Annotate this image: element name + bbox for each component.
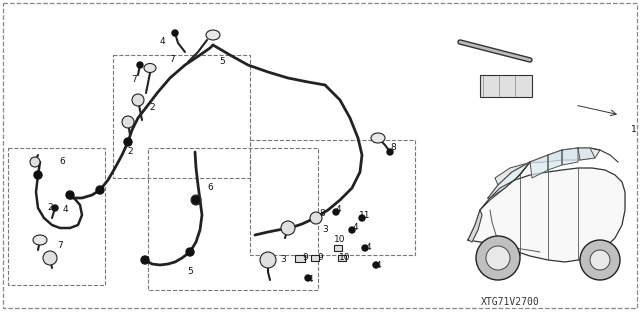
- Circle shape: [373, 262, 379, 268]
- Circle shape: [124, 138, 132, 146]
- Bar: [334, 245, 342, 251]
- Text: 11: 11: [359, 211, 371, 219]
- Circle shape: [486, 246, 510, 270]
- Circle shape: [590, 250, 610, 270]
- Text: 1: 1: [631, 125, 637, 135]
- Polygon shape: [488, 162, 530, 198]
- Text: 5: 5: [219, 57, 225, 66]
- Circle shape: [362, 245, 368, 251]
- Polygon shape: [530, 155, 548, 178]
- Ellipse shape: [144, 63, 156, 72]
- Text: 4: 4: [62, 205, 68, 214]
- Text: 4: 4: [335, 205, 341, 214]
- Circle shape: [281, 221, 295, 235]
- Circle shape: [359, 215, 365, 221]
- Ellipse shape: [206, 30, 220, 40]
- Polygon shape: [562, 148, 578, 165]
- Circle shape: [34, 171, 42, 179]
- Bar: [148, 148, 318, 290]
- Polygon shape: [468, 210, 482, 242]
- Bar: [338, 255, 346, 261]
- Text: 6: 6: [207, 183, 213, 192]
- Circle shape: [310, 212, 322, 224]
- Text: 3: 3: [322, 226, 328, 234]
- Circle shape: [122, 116, 134, 128]
- Circle shape: [333, 209, 339, 215]
- Circle shape: [132, 94, 144, 106]
- Polygon shape: [548, 150, 562, 170]
- Polygon shape: [468, 168, 625, 262]
- Bar: [250, 140, 415, 255]
- Circle shape: [66, 191, 74, 199]
- Polygon shape: [495, 148, 600, 185]
- Circle shape: [387, 149, 393, 155]
- Circle shape: [191, 195, 201, 205]
- Bar: [113, 55, 250, 178]
- Circle shape: [260, 252, 276, 268]
- Circle shape: [476, 236, 520, 280]
- Text: 5: 5: [187, 268, 193, 277]
- Text: 9: 9: [302, 254, 308, 263]
- Text: 8: 8: [319, 209, 325, 218]
- Bar: [8, 148, 105, 285]
- Circle shape: [186, 248, 194, 256]
- Text: 7: 7: [131, 76, 137, 85]
- Circle shape: [43, 251, 57, 265]
- Bar: [295, 255, 305, 262]
- Bar: [480, 75, 532, 97]
- Text: 2: 2: [149, 103, 155, 113]
- Circle shape: [349, 227, 355, 233]
- Polygon shape: [480, 162, 530, 210]
- Ellipse shape: [371, 133, 385, 143]
- Circle shape: [141, 256, 149, 264]
- Text: 4: 4: [365, 243, 371, 253]
- Circle shape: [192, 196, 200, 204]
- Circle shape: [52, 205, 58, 211]
- Text: 10: 10: [334, 235, 346, 244]
- Text: 7: 7: [57, 241, 63, 249]
- Circle shape: [172, 30, 178, 36]
- Text: 2: 2: [47, 203, 53, 211]
- Text: 10: 10: [339, 254, 351, 263]
- Text: 4: 4: [159, 38, 165, 47]
- Bar: [311, 255, 319, 261]
- Circle shape: [96, 186, 104, 194]
- Text: 4: 4: [375, 261, 381, 270]
- Text: 2: 2: [127, 147, 133, 157]
- Circle shape: [580, 240, 620, 280]
- Text: 6: 6: [59, 158, 65, 167]
- Circle shape: [30, 157, 40, 167]
- Text: 4: 4: [352, 224, 358, 233]
- Text: 9: 9: [317, 254, 323, 263]
- Text: 8: 8: [390, 144, 396, 152]
- Ellipse shape: [33, 235, 47, 245]
- Text: 3: 3: [280, 256, 286, 264]
- Polygon shape: [578, 148, 595, 160]
- Text: XTG71V2700: XTG71V2700: [481, 297, 540, 307]
- Circle shape: [305, 275, 311, 281]
- Text: 7: 7: [169, 56, 175, 64]
- Text: 4: 4: [307, 276, 313, 285]
- Circle shape: [137, 62, 143, 68]
